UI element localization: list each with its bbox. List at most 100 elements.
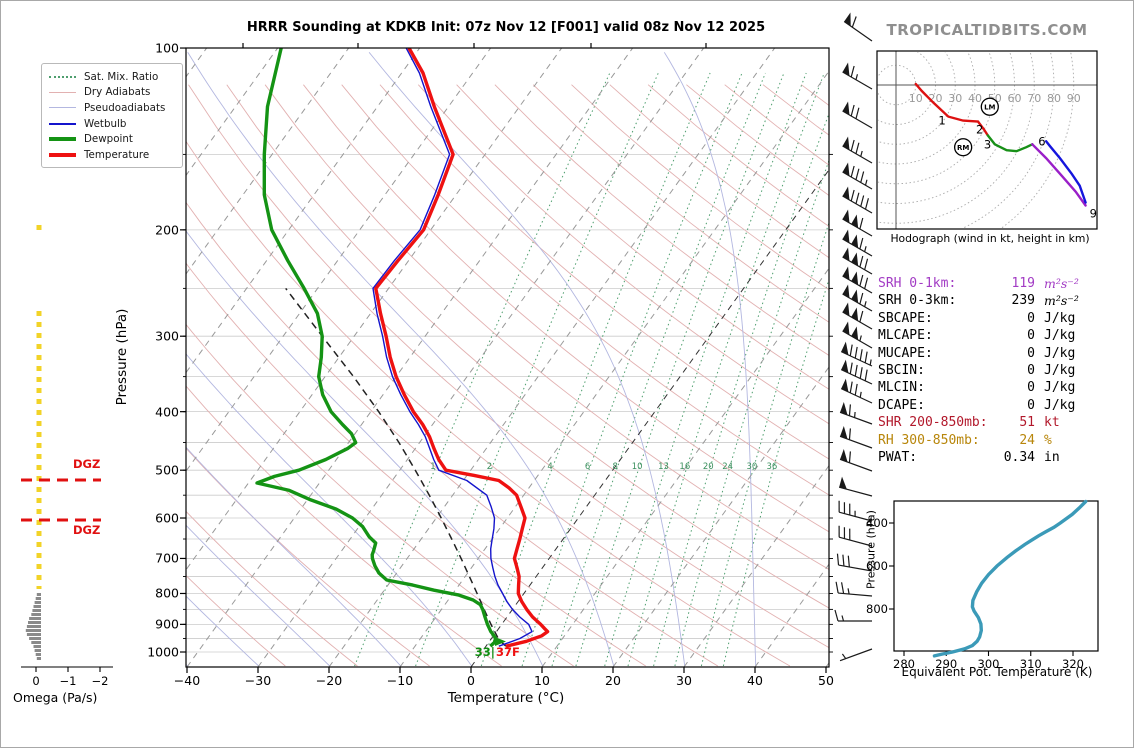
- legend-item-temperature: Temperature: [49, 147, 176, 163]
- theta-e-x-tick: 310: [1019, 657, 1042, 671]
- wind-barb: [838, 525, 873, 547]
- mixing-ratio-label: 16: [679, 462, 690, 472]
- profile-parcel: [285, 287, 507, 647]
- stat-value: 0: [1027, 363, 1035, 378]
- y-tick-label: 100: [155, 40, 179, 56]
- stat-unit: m²s⁻²: [1044, 276, 1079, 291]
- hodograph-height-label: 6: [1038, 134, 1045, 148]
- y-tick-label: 400: [155, 404, 179, 420]
- legend-line-temperature: [49, 152, 76, 157]
- stat-unit: in: [1044, 450, 1060, 465]
- x-tick-label: 30: [676, 673, 692, 688]
- stat-label: MLCAPE:: [878, 328, 933, 344]
- stat-row-sbcin-: SBCIN: 0 J/kg: [878, 363, 1123, 380]
- profile-temperature: [374, 48, 550, 648]
- stat-label: RH 300-850mb:: [878, 432, 980, 448]
- theta-e-y-tick: 400: [866, 516, 888, 530]
- stat-unit: J/kg: [1044, 310, 1076, 326]
- stat-unit: J/kg: [1044, 328, 1076, 344]
- theta-e-curve: [932, 499, 1088, 658]
- wind-barbs: [834, 12, 873, 662]
- mixing-ratio-label: 2: [487, 462, 492, 472]
- hodograph-marker-label: LM: [984, 103, 995, 111]
- wind-barb: [840, 341, 873, 367]
- legend-box: Sat. Mix. Ratio Dry Adiabats Pseudoadiabat…: [41, 63, 183, 168]
- wind-barb: [842, 209, 873, 237]
- mixing-ratio-label: 1: [430, 462, 435, 472]
- skewt-background: [186, 48, 829, 667]
- mixing-ratio-label: 36: [767, 462, 778, 472]
- wind-barb: [839, 426, 873, 449]
- wind-barb: [842, 284, 873, 312]
- stat-value: 51: [1019, 415, 1035, 431]
- wind-barb: [839, 476, 873, 497]
- surface-dewpoint-label: 33|: [474, 645, 495, 659]
- stat-row-mlcape-: MLCAPE: 0 J/kg: [878, 328, 1123, 345]
- x-tick-label: 40: [747, 673, 763, 688]
- stat-value: 0.34: [1003, 450, 1035, 465]
- wind-barb: [842, 321, 873, 349]
- y-tick-label: 1000: [147, 644, 179, 660]
- stat-row-mucape-: MUCAPE: 0 J/kg: [878, 346, 1123, 363]
- wind-barb: [842, 229, 873, 257]
- legend-label: Dewpoint: [84, 133, 133, 146]
- wind-barb: [842, 136, 873, 164]
- legend-line-mixratio: [49, 75, 76, 78]
- omega-panel: [21, 225, 113, 672]
- stat-value: 0: [1027, 345, 1035, 361]
- y-tick-label: 800: [155, 585, 179, 601]
- y-tick-label: 700: [155, 550, 179, 566]
- mixing-ratio-label: 24: [722, 462, 733, 472]
- stat-label: MLCIN:: [878, 380, 925, 396]
- skewt-axes: [180, 43, 833, 673]
- stat-value: 0: [1027, 310, 1035, 326]
- theta-e-y-label: Pressure (hPa): [864, 510, 878, 589]
- mixing-ratio-label: 13: [658, 462, 669, 472]
- x-tick-label: −30: [244, 673, 272, 688]
- legend-label: Wetbulb: [84, 117, 127, 130]
- x-axis-label: Temperature (°C): [447, 690, 565, 706]
- theta-e-x-tick: 290: [935, 657, 958, 671]
- hodograph-marker-LM: [980, 97, 999, 116]
- x-tick-label: 20: [605, 673, 621, 688]
- wind-barb: [836, 553, 873, 572]
- theta-e-y-tick: 800: [866, 602, 888, 616]
- stat-row-srh-0-3km-: SRH 0-3km: 239 m²s⁻²: [878, 293, 1123, 310]
- hodograph-caption: Hodograph (wind in kt, height in km): [890, 232, 1090, 245]
- stat-row-mlcin-: MLCIN: 0 J/kg: [878, 380, 1123, 397]
- y-tick-label: 500: [155, 462, 179, 478]
- legend-line-dryad: [49, 91, 76, 93]
- theta-e-x-tick: 300: [977, 657, 1000, 671]
- stat-value: 239: [1011, 293, 1035, 309]
- stat-unit: m²s⁻²: [1044, 293, 1079, 309]
- wind-barb: [839, 449, 873, 472]
- legend-item-dryad: Dry Adiabats: [49, 85, 176, 101]
- dgz-label-upper: DGZ: [73, 457, 101, 471]
- stat-label: PWAT:: [878, 450, 918, 465]
- y-tick-label: 600: [155, 510, 179, 526]
- hodograph-trace-0-3km: [914, 82, 989, 137]
- hodograph-height-label: 2: [976, 123, 983, 137]
- x-tick-label: −10: [386, 673, 414, 688]
- wind-barb: [843, 12, 873, 42]
- hodograph-ring-label: 80: [1047, 92, 1061, 105]
- surface-marker: [495, 637, 506, 646]
- stat-row-dcape-: DCAPE: 0 J/kg: [878, 398, 1123, 415]
- mixing-ratio-label: 20: [703, 462, 714, 472]
- stat-unit: J/kg: [1044, 345, 1076, 361]
- chart-title: HRRR Sounding at KDKB Init: 07z Nov 12 […: [246, 20, 766, 35]
- profile-wetbulb: [372, 48, 533, 647]
- stat-label: SBCIN:: [878, 363, 925, 378]
- y-tick-label: 300: [155, 328, 179, 344]
- x-tick-label: −20: [315, 673, 343, 688]
- wind-barb: [835, 581, 873, 597]
- theta-e-x-label: Equivalent Pot. Temperature (K): [901, 665, 1093, 679]
- y-tick-label: 900: [155, 616, 179, 632]
- legend-item-dewpoint: Dewpoint: [49, 131, 176, 147]
- skewt-profiles: [255, 48, 550, 648]
- stat-row-pwat-: PWAT: 0.34 in: [878, 450, 1123, 467]
- legend-line-dewpoint: [49, 137, 76, 142]
- mixing-ratio-label: 6: [585, 462, 590, 472]
- stat-label: SRH 0-3km:: [878, 293, 957, 309]
